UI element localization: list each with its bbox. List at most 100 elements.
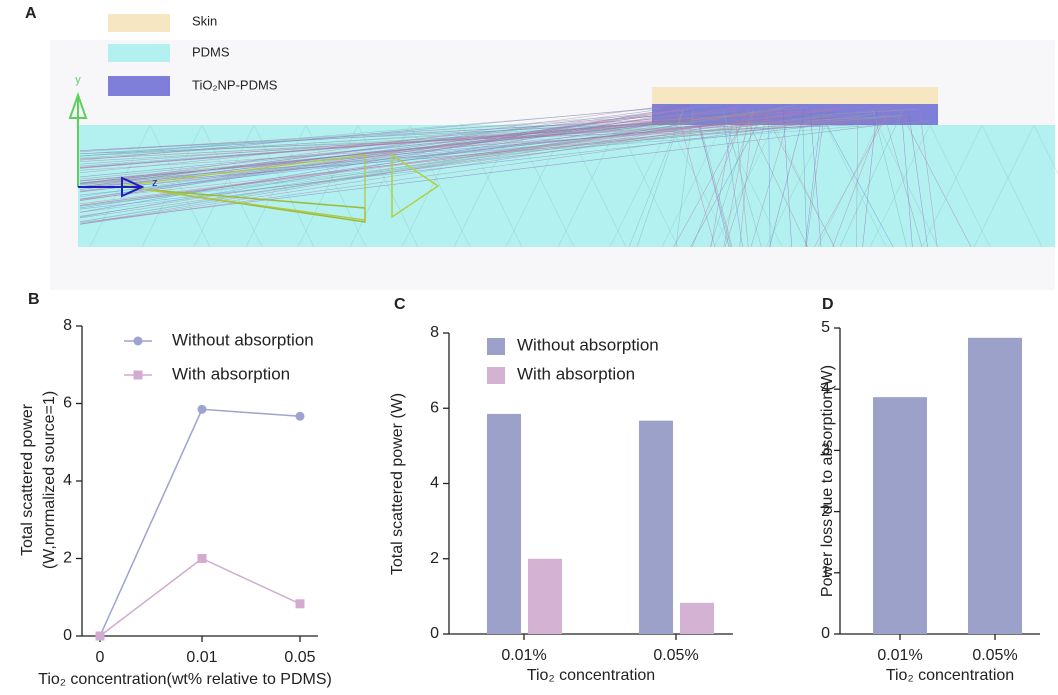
ray [722,109,762,248]
ray [973,124,1058,248]
series-line [99,408,301,637]
ray [297,124,419,248]
ray [79,105,735,190]
axis-label: z [152,177,158,189]
ray [349,124,471,248]
ray [710,109,735,248]
legend-label: Skin [192,13,217,28]
ray [802,109,808,248]
ray [401,124,523,248]
marker [295,411,305,421]
legend-label: Without absorption [517,335,659,354]
ray [79,120,871,171]
ray [89,124,211,248]
ray [609,124,731,248]
legend-swatch [108,44,170,62]
ray [713,124,835,248]
ray [691,109,747,248]
y-tick-label: 0 [63,627,72,644]
rays [79,104,1058,248]
ray [79,116,696,180]
x-tick-label: 0.05 [284,649,315,666]
y-tick-label: 4 [821,380,830,397]
ray [817,124,939,248]
bar [873,397,927,634]
ray [765,124,887,248]
x-tick-label: 0.05% [653,647,698,664]
bar [639,420,673,634]
bar [968,337,1022,634]
ray [79,118,729,168]
y-axis-label: (W,normalized source=1) [41,391,58,569]
arrow [391,153,440,219]
x-axis-label: Tio₂ concentration [886,667,1014,684]
ray [675,109,694,248]
ray [79,121,742,206]
legend-swatch [108,76,170,96]
ray [79,120,919,223]
ray [769,109,806,248]
ray [79,113,875,207]
legend-label: With absorption [517,364,635,383]
legend-swatch [487,367,505,384]
ray [839,109,904,248]
y-tick-label: 8 [430,324,439,341]
marker [95,631,105,641]
x-tick-label: 0.01% [877,647,922,664]
legend-marker [133,370,143,380]
x-axis-label: Tio₂ concentration(wt% relative to PDMS) [38,671,332,688]
legend-label: With absorption [172,364,290,383]
y-tick-label: 3 [821,442,830,459]
arrowhead [121,176,145,198]
panel-letter: B [28,291,40,308]
ray [79,113,751,155]
y-axis-label: Total scattered power (W) [389,393,406,575]
y-tick-label: 2 [821,503,830,520]
legend-swatch [487,338,505,355]
ray [453,124,575,248]
x-tick-label: 0.01% [501,647,546,664]
ray-trace-panel: y z A Skin PDMS TiO₂NP-PDMS [25,5,1058,290]
y-axis-label: Total scattered power [19,403,36,556]
legend-swatch [108,14,170,32]
ray [721,109,743,248]
y-tick-label: 4 [430,475,439,492]
y-tick-label: 5 [821,319,830,336]
ray [739,109,754,248]
ray [141,124,263,248]
ray [193,124,315,248]
ray [908,109,928,248]
legend-label: Without absorption [172,330,314,349]
axis-label: y [75,74,81,86]
marker [197,554,207,563]
x-axis-label: Tio₂ concentration [527,667,655,684]
pdms-layer [78,125,1055,247]
skin-layer [652,87,938,104]
ray [805,109,826,248]
arrowhead [68,91,88,119]
ray [723,109,751,248]
y-tick-label: 2 [63,550,72,567]
ray [505,124,627,248]
ray [873,109,907,248]
ray [856,109,859,248]
legend-marker [133,336,143,346]
ray [742,109,808,248]
ray [79,107,838,225]
panel-letter: D [822,296,834,313]
bar [680,602,714,634]
ray [832,109,885,248]
ray [690,109,766,248]
ray [921,124,1043,248]
ray [79,114,915,210]
ray [661,124,783,248]
ray [79,119,831,225]
bar [487,413,521,634]
x-tick-label: 0.05% [972,647,1017,664]
legend-label: TiO₂NP-PDMS [192,77,278,92]
ray [636,109,684,248]
ray [919,109,938,248]
y-tick-label: 0 [430,625,439,642]
